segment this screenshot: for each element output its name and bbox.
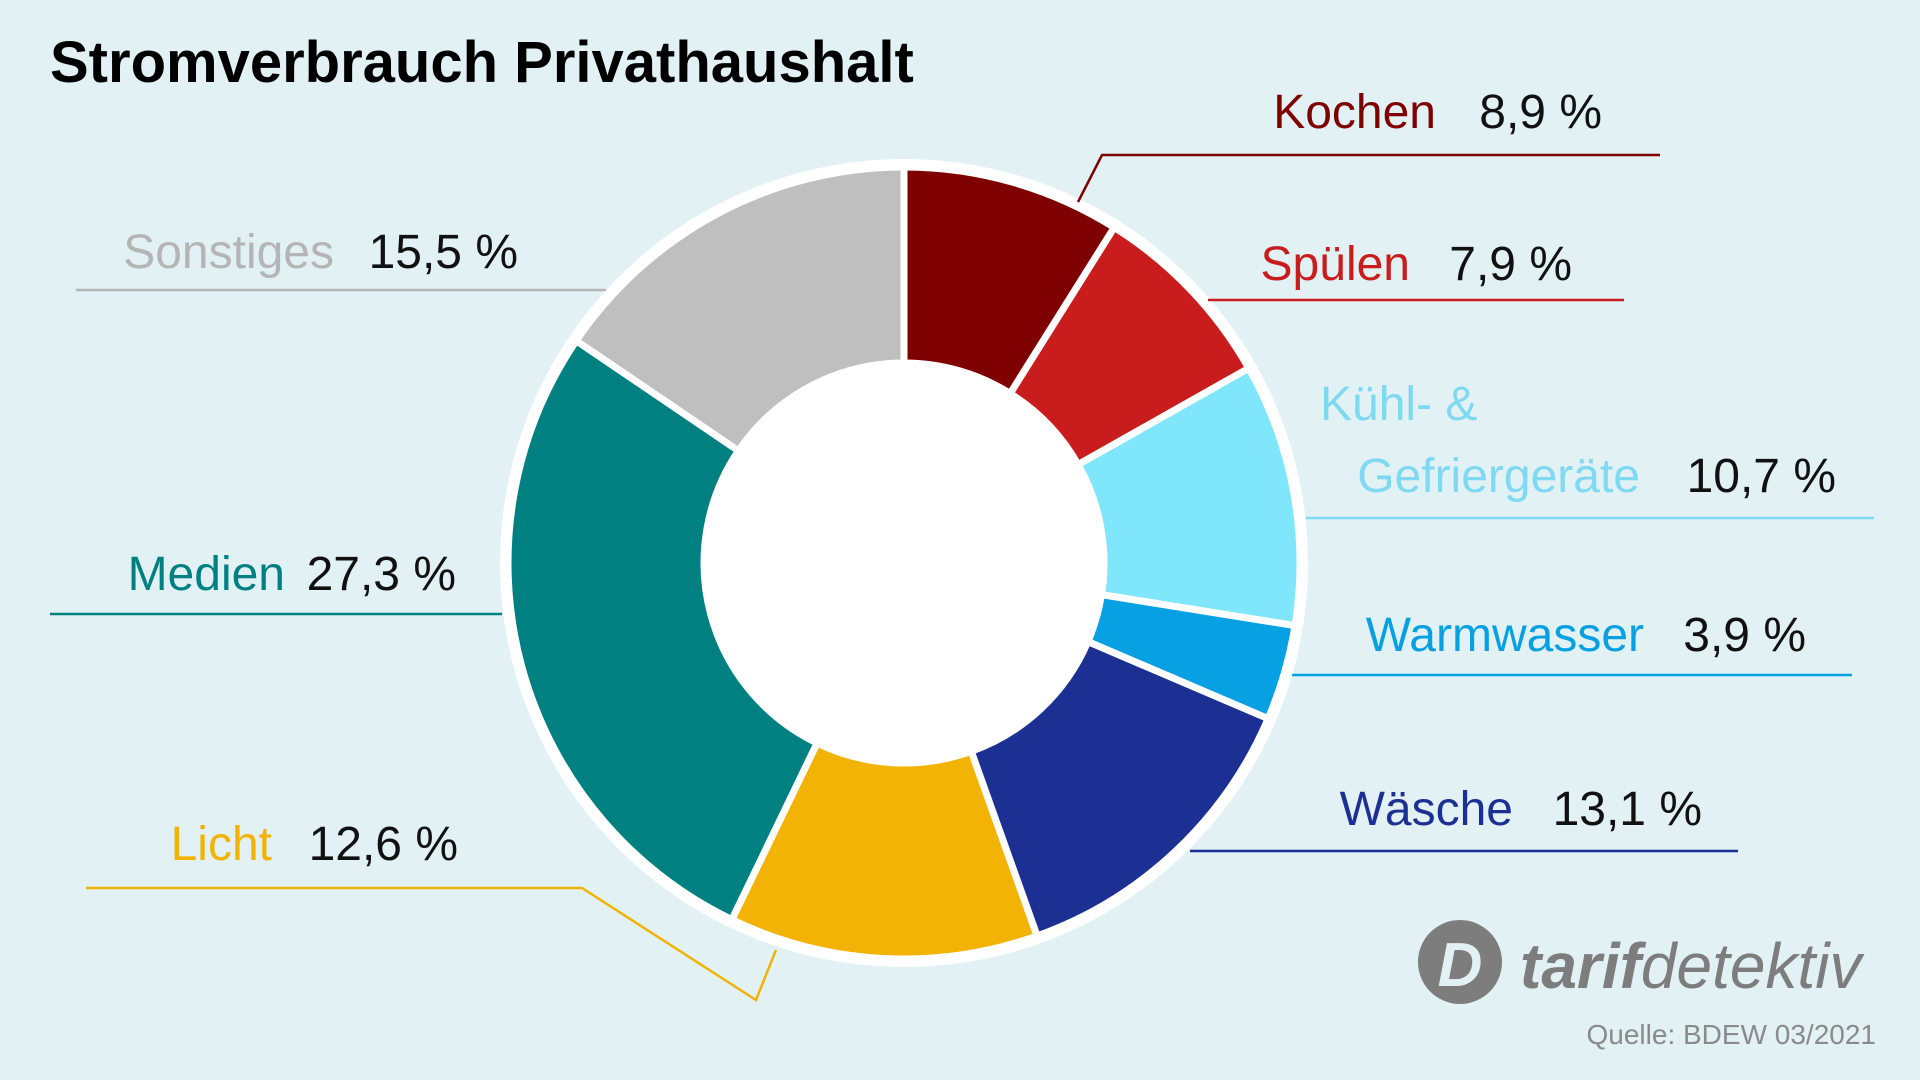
slice-value-5: 12,6 % <box>309 818 458 871</box>
slices <box>500 159 1308 967</box>
logo-letter: D <box>1438 931 1483 1000</box>
source-note: Quelle: BDEW 03/2021 <box>1587 1019 1877 1050</box>
slice-label-5: Licht <box>171 818 272 871</box>
slice-label-2-line-1: Gefriergeräte <box>1357 450 1640 503</box>
donut-hole <box>704 363 1104 763</box>
logo-circle <box>1418 920 1502 1004</box>
brand-suffix: detektiv <box>1641 930 1866 1002</box>
slice-label-6: Medien <box>128 548 285 601</box>
slice-label-4: Wäsche <box>1340 783 1513 836</box>
slice-value-3: 3,9 % <box>1683 609 1806 662</box>
slice-value-0: 8,9 % <box>1479 86 1602 139</box>
brand-logo: D tarifdetektiv <box>1418 920 1865 1004</box>
slice-label-7: Sonstiges <box>123 226 334 279</box>
leader-line-0 <box>1076 153 1660 203</box>
slice-label-1: Spülen <box>1261 238 1410 291</box>
slice-value-1: 7,9 % <box>1449 238 1572 291</box>
leader-line-5 <box>86 886 778 1002</box>
slice-label-0: Kochen <box>1273 86 1436 139</box>
slice-value-4: 13,1 % <box>1553 783 1702 836</box>
brand-name: tarifdetektiv <box>1520 930 1865 1002</box>
slice-6 <box>504 335 822 925</box>
slice-label-2-line-0: Kühl- & <box>1320 378 1477 431</box>
chart-title: Stromverbrauch Privathaushalt <box>50 30 914 95</box>
brand-prefix: tarif <box>1520 930 1647 1002</box>
slice-labels: Kochen 8,9 % Spülen 7,9 % Kühl- & Gefriergerä… <box>123 86 1836 871</box>
slice-label-3: Warmwasser <box>1366 609 1644 662</box>
slice-value-6: 27,3 % <box>307 548 456 601</box>
slice-value-2: 10,7 % <box>1687 450 1836 503</box>
leader-lines <box>50 153 1874 1002</box>
slice-value-7: 15,5 % <box>369 226 518 279</box>
